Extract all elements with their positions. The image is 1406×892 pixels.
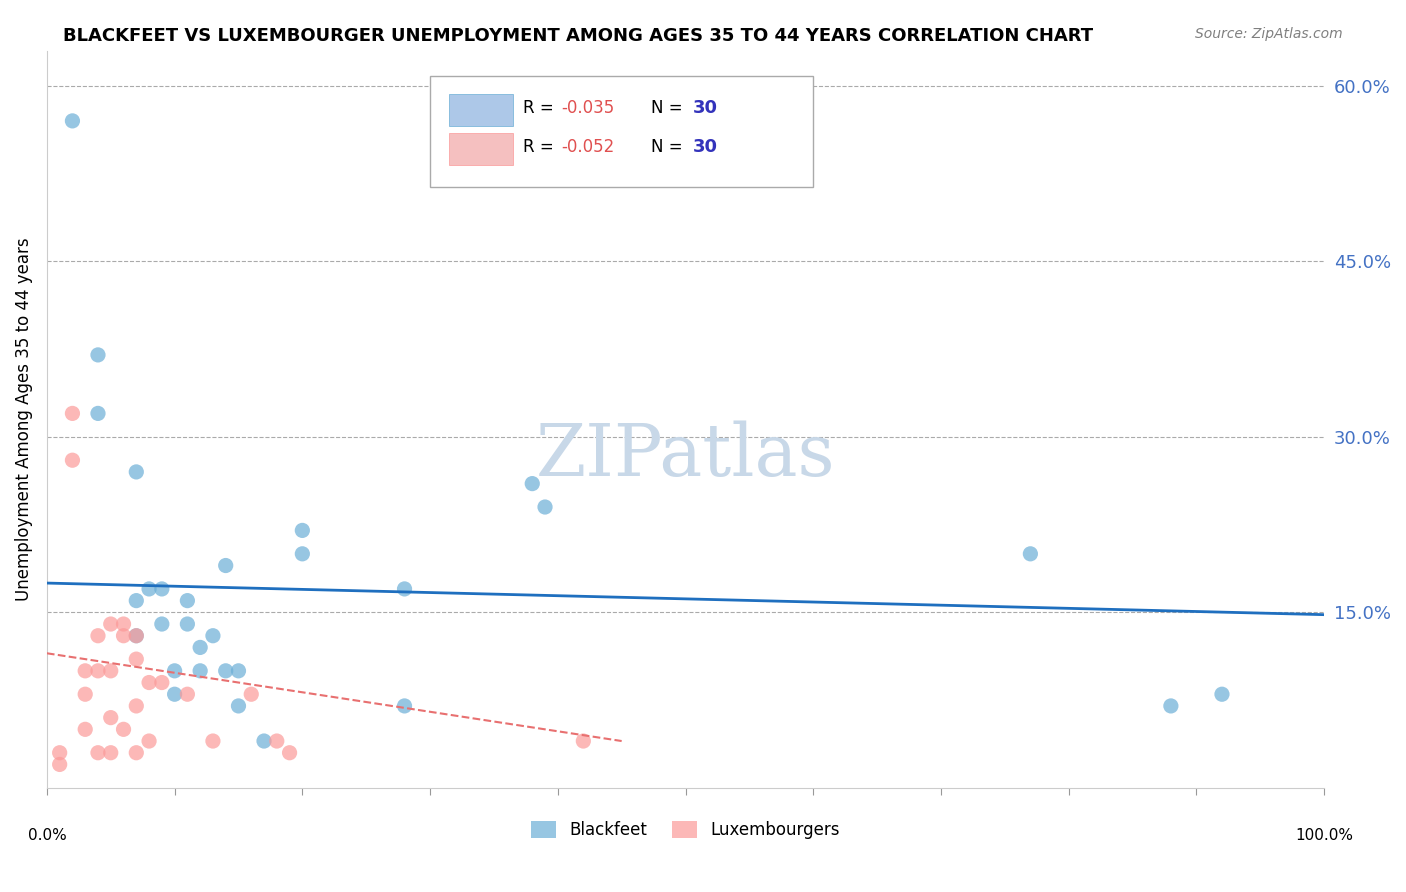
Point <box>112 617 135 632</box>
Point <box>100 711 122 725</box>
Point <box>394 698 416 713</box>
Point <box>534 500 557 514</box>
Point <box>163 687 186 701</box>
Point <box>100 664 122 678</box>
Text: -0.035: -0.035 <box>561 99 614 117</box>
Point <box>266 734 288 748</box>
Point <box>62 114 84 128</box>
Point <box>188 664 211 678</box>
FancyBboxPatch shape <box>430 77 813 187</box>
Point <box>125 593 148 607</box>
Point <box>201 629 224 643</box>
Legend: Blackfeet, Luxembourgers: Blackfeet, Luxembourgers <box>524 814 846 846</box>
Point <box>522 476 544 491</box>
Text: ZIPatlas: ZIPatlas <box>536 421 835 491</box>
Point <box>100 617 122 632</box>
Point <box>176 687 198 701</box>
Point <box>163 664 186 678</box>
FancyBboxPatch shape <box>450 95 513 126</box>
Point <box>125 629 148 643</box>
Point <box>215 664 238 678</box>
Point <box>215 558 238 573</box>
Text: N =: N = <box>651 138 688 156</box>
Text: 30: 30 <box>693 99 718 117</box>
Point <box>291 547 314 561</box>
Point <box>201 734 224 748</box>
Text: 0.0%: 0.0% <box>28 829 66 843</box>
Point <box>572 734 595 748</box>
Point <box>1211 687 1233 701</box>
Point <box>48 757 70 772</box>
Text: N =: N = <box>651 99 688 117</box>
Point <box>112 723 135 737</box>
Point <box>48 746 70 760</box>
Point <box>125 698 148 713</box>
Point <box>75 723 97 737</box>
Point <box>150 675 173 690</box>
Point <box>87 629 110 643</box>
Point <box>228 698 250 713</box>
Text: 30: 30 <box>693 138 718 156</box>
Point <box>87 348 110 362</box>
Point <box>87 746 110 760</box>
Point <box>112 629 135 643</box>
Point <box>125 746 148 760</box>
Point <box>62 453 84 467</box>
Point <box>1160 698 1182 713</box>
Point <box>138 734 160 748</box>
Point <box>87 406 110 420</box>
Text: 100.0%: 100.0% <box>1295 829 1353 843</box>
Point <box>291 524 314 538</box>
Point <box>228 664 250 678</box>
Text: R =: R = <box>523 138 560 156</box>
Point <box>100 746 122 760</box>
Point <box>150 582 173 596</box>
Point <box>394 582 416 596</box>
Point <box>240 687 263 701</box>
Point <box>188 640 211 655</box>
Text: BLACKFEET VS LUXEMBOURGER UNEMPLOYMENT AMONG AGES 35 TO 44 YEARS CORRELATION CHA: BLACKFEET VS LUXEMBOURGER UNEMPLOYMENT A… <box>63 27 1094 45</box>
Point <box>125 652 148 666</box>
Point <box>87 664 110 678</box>
Text: R =: R = <box>523 99 560 117</box>
FancyBboxPatch shape <box>450 133 513 165</box>
Point <box>278 746 301 760</box>
Text: Source: ZipAtlas.com: Source: ZipAtlas.com <box>1195 27 1343 41</box>
Point <box>75 687 97 701</box>
Point <box>176 593 198 607</box>
Point <box>138 582 160 596</box>
Point <box>125 465 148 479</box>
Point <box>75 664 97 678</box>
Point <box>176 617 198 632</box>
Point <box>1019 547 1042 561</box>
Y-axis label: Unemployment Among Ages 35 to 44 years: Unemployment Among Ages 35 to 44 years <box>15 237 32 601</box>
Point <box>138 675 160 690</box>
Point <box>150 617 173 632</box>
Text: -0.052: -0.052 <box>561 138 614 156</box>
Point <box>125 629 148 643</box>
Point <box>253 734 276 748</box>
Point <box>62 406 84 420</box>
